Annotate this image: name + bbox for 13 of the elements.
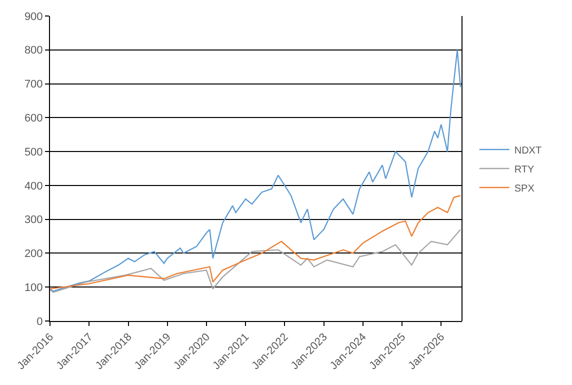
y-tick-label: 0 — [36, 316, 43, 328]
y-tick-label: 300 — [24, 214, 43, 226]
legend-label: RTY — [514, 164, 535, 176]
y-tick-label: 200 — [24, 248, 43, 260]
legend-label: NDXT — [514, 145, 542, 156]
y-tick-label: 600 — [24, 112, 43, 125]
legend-label: SPX — [514, 183, 535, 194]
y-tick-label: 400 — [24, 180, 43, 192]
y-tick-label: 700 — [24, 78, 43, 91]
y-tick-label: 100 — [24, 282, 43, 294]
y-tick-label: 900 — [24, 10, 43, 23]
y-tick-label: 500 — [24, 146, 43, 158]
y-tick-label: 800 — [24, 44, 43, 57]
